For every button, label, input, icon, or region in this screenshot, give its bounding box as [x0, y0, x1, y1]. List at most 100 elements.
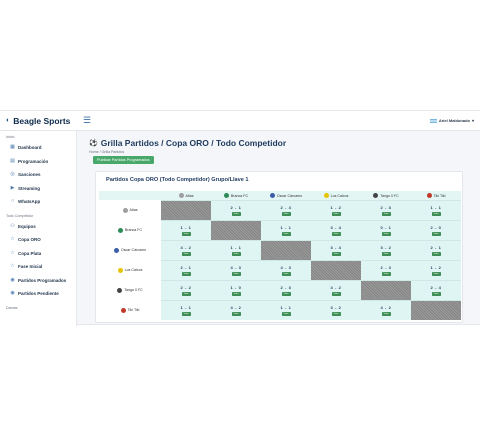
match-cell: 4 - 2 Vista — [161, 240, 211, 260]
view-match-button[interactable]: Vista — [281, 271, 291, 276]
sidebar-item-streaming[interactable]: ▶ Streaming — [0, 182, 76, 196]
view-match-button[interactable]: Vista — [381, 231, 391, 236]
breadcrumb[interactable]: Home / Grilla Partidos — [89, 150, 125, 154]
view-match-button[interactable]: Vista — [331, 231, 341, 236]
sidebar-item-partidos-pendiente[interactable]: ◉ Partidos Pendiente — [0, 287, 76, 301]
view-match-button[interactable]: Vista — [231, 211, 241, 216]
view-match-button[interactable]: Vista — [331, 311, 341, 316]
view-match-button[interactable]: Vista — [181, 311, 191, 316]
top-navbar: ◐ Beagle Sports ☰ Ariel Maldonado ▾ — [0, 111, 480, 131]
sidebar-item-label: Dashboard — [18, 145, 42, 151]
paw-icon: ◐ — [6, 117, 11, 124]
sidebar-item-label: Partidos Programados — [18, 277, 67, 283]
soccer-ball-icon: ◉ — [10, 290, 15, 297]
match-score: 1 - 1 — [430, 205, 442, 210]
view-match-button[interactable]: Vista — [381, 251, 391, 256]
view-match-button[interactable]: Vista — [381, 311, 391, 316]
view-match-button[interactable]: Vista — [431, 291, 441, 296]
flag-icon — [429, 118, 437, 123]
team-logo-icon — [122, 207, 128, 213]
grid-card: Partidos Copa ORO (Todo Competidor) Grup… — [95, 171, 463, 323]
view-match-button[interactable]: Vista — [381, 271, 391, 276]
team-name: Oscar Cárcamo — [120, 248, 147, 252]
brand[interactable]: ◐ Beagle Sports — [0, 116, 77, 126]
match-cell: 1 - 1 Vista — [261, 220, 311, 240]
sidebar-item-programaci-n[interactable]: ▤ Programación — [0, 155, 76, 169]
match-score: 2 - 3 — [380, 205, 392, 210]
match-score: 3 - 4 — [330, 225, 342, 230]
match-score: 2 - 4 — [280, 205, 292, 210]
match-cell: 1 - 1 Vista — [161, 220, 211, 240]
user-name: Ariel Maldonado — [438, 118, 470, 123]
user-menu[interactable]: Ariel Maldonado ▾ — [429, 118, 474, 123]
view-match-button[interactable]: Vista — [431, 271, 441, 276]
team-name: Los Calcos — [330, 193, 349, 198]
match-cell: 4 - 3 Vista — [211, 260, 261, 280]
team-logo-icon — [426, 193, 432, 198]
column-header-team: Oscar Cárcamo — [261, 191, 311, 200]
sidebar-item-copa-oro[interactable]: ☆ Copa ORO — [0, 233, 76, 247]
view-match-button[interactable]: Vista — [331, 251, 341, 256]
team-logo-icon — [223, 193, 229, 198]
chevron-down-icon: ▾ — [471, 118, 474, 123]
trophy-icon: ☆ — [10, 236, 15, 243]
match-score: 2 - 1 — [180, 265, 192, 270]
page-title-text: Grilla Partidos / Copa ORO / Todo Compet… — [100, 138, 287, 148]
sidebar-item-partidos-programados[interactable]: ◉ Partidos Programados — [0, 274, 76, 288]
view-match-button[interactable]: Vista — [281, 311, 291, 316]
match-score: 1 - 1 — [280, 225, 292, 230]
view-match-button[interactable]: Vista — [181, 271, 191, 276]
team-logo-icon — [113, 247, 119, 253]
match-score: 4 - 3 — [230, 265, 242, 270]
sidebar: Inicio ▦ Dashboard ▤ Programación ◎ Sanciones… — [0, 131, 77, 326]
view-match-button[interactable]: Vista — [231, 271, 241, 276]
empty-cell — [311, 260, 361, 280]
match-cell: 2 - 1 Vista — [411, 240, 461, 260]
sidebar-section-label: Damas — [6, 305, 18, 310]
view-match-button[interactable]: Vista — [331, 211, 341, 216]
team-name: Tango 0 FC — [380, 193, 399, 198]
soccer-ball-icon: ◉ — [10, 276, 15, 283]
view-match-button[interactable]: Vista — [181, 291, 191, 296]
view-match-button[interactable]: Vista — [281, 211, 291, 216]
match-cell: 1 - 1 Vista — [211, 240, 261, 260]
view-match-button[interactable]: Vista — [231, 251, 241, 256]
view-match-button[interactable]: Vista — [431, 211, 441, 216]
view-match-button[interactable]: Vista — [281, 231, 291, 236]
view-match-button[interactable]: Vista — [281, 291, 291, 296]
match-score: 1 - 2 — [330, 205, 342, 210]
publish-matches-button[interactable]: Publicar Partidos Programados — [93, 156, 154, 164]
row-header-team: Los Calcos — [99, 260, 161, 280]
main-content: ⚽ Grilla Partidos / Copa ORO / Todo Comp… — [77, 131, 480, 326]
team-name: Atlas — [185, 193, 194, 198]
sidebar-item-dashboard[interactable]: ▦ Dashboard — [0, 141, 76, 155]
calendar-icon: ▤ — [10, 157, 15, 164]
sidebar-item-sanciones[interactable]: ◎ Sanciones — [0, 168, 76, 182]
sidebar-item-label: Programación — [18, 158, 49, 164]
view-match-button[interactable]: Vista — [231, 311, 241, 316]
view-match-button[interactable]: Vista — [181, 251, 191, 256]
sidebar-item-equipos[interactable]: ⚇ Equipos — [0, 220, 76, 234]
dashboard-icon: ▦ — [10, 144, 15, 151]
view-match-button[interactable]: Vista — [431, 231, 441, 236]
brand-name: Beagle Sports — [13, 115, 71, 126]
view-match-button[interactable]: Vista — [431, 251, 441, 256]
sidebar-item-whatsapp[interactable]: ○ WhatsApp — [0, 195, 76, 209]
view-match-button[interactable]: Vista — [331, 291, 341, 296]
match-cell: 3 - 2 Vista — [361, 240, 411, 260]
match-cell: 2 - 4 Vista — [411, 280, 461, 300]
match-cell: 0 - 1 Vista — [361, 220, 411, 240]
sidebar-item-copa-plata[interactable]: ☆ Copa Plata — [0, 247, 76, 261]
view-match-button[interactable]: Vista — [381, 211, 391, 216]
sidebar-item-label: Fase Inicial — [18, 264, 43, 270]
match-score: 2 - 3 — [280, 285, 292, 290]
match-cell: 2 - 1 Vista — [161, 260, 211, 280]
whatsapp-icon: ○ — [10, 198, 15, 205]
view-match-button[interactable]: Vista — [181, 231, 191, 236]
row-header-team: Tiki Tiki — [99, 300, 161, 320]
menu-toggle-icon[interactable]: ☰ — [83, 115, 92, 125]
view-match-button[interactable]: Vista — [231, 291, 241, 296]
sidebar-item-fase-inicial[interactable]: ☆ Fase Inicial — [0, 260, 76, 274]
match-score: 2 - 0 — [430, 225, 442, 230]
trophy-icon: ☆ — [10, 263, 15, 270]
